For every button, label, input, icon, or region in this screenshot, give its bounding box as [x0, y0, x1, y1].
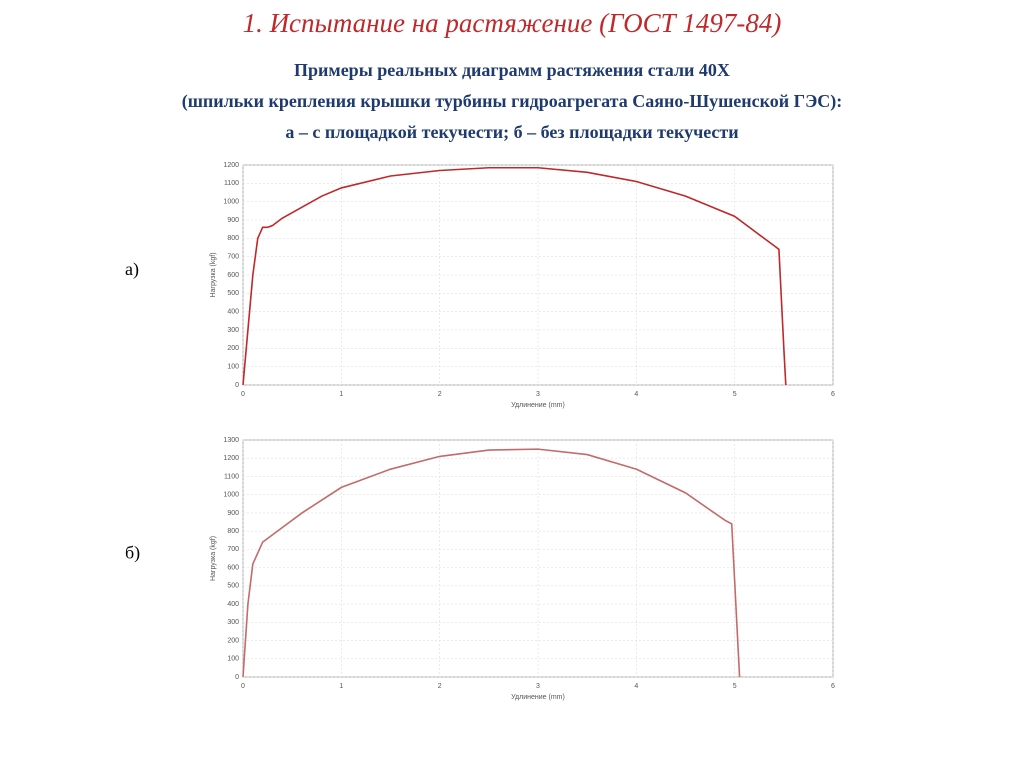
y-axis-label: Нагрузка (kgf) — [210, 252, 217, 297]
x-tick-label: 6 — [831, 391, 835, 398]
x-tick-label: 2 — [438, 391, 442, 398]
y-tick-label: 700 — [227, 546, 239, 553]
data-line — [242, 448, 741, 678]
y-tick-label: 200 — [227, 637, 239, 644]
y-tick-label: 1100 — [224, 180, 239, 187]
y-tick-label: 800 — [227, 528, 239, 535]
y-tick-label: 0 — [235, 674, 239, 681]
y-tick-label: 100 — [227, 364, 239, 371]
y-tick-label: 900 — [227, 217, 239, 224]
y-tick-label: 800 — [227, 235, 239, 242]
x-tick-label: 5 — [733, 391, 737, 398]
y-tick-label: 600 — [227, 272, 239, 279]
x-tick-label: 6 — [831, 683, 835, 690]
y-tick-label: 700 — [227, 254, 239, 261]
y-tick-label: 200 — [227, 345, 239, 352]
chart-label: а) — [125, 259, 139, 280]
subtitle: Примеры реальных диаграмм растяжения ста… — [294, 60, 730, 80]
x-axis-label: Удлинение (mm) — [511, 402, 565, 409]
x-tick-label: 5 — [733, 683, 737, 690]
x-tick-label: 1 — [339, 391, 343, 398]
x-tick-label: 2 — [438, 683, 442, 690]
y-tick-label: 900 — [227, 510, 239, 517]
y-tick-label: 400 — [227, 309, 239, 316]
x-tick-label: 4 — [634, 683, 638, 690]
subtitle: (шпильки крепления крышки турбины гидроа… — [182, 91, 843, 112]
y-tick-label: 100 — [227, 656, 239, 663]
x-tick-label: 4 — [634, 391, 638, 398]
y-tick-label: 1200 — [223, 162, 239, 169]
y-tick-label: 1300 — [223, 437, 239, 444]
y-tick-label: 0 — [235, 382, 239, 389]
x-tick-label: 0 — [241, 683, 245, 690]
chart-label: б) — [125, 543, 140, 564]
y-tick-label: 500 — [227, 583, 239, 590]
y-tick-label: 300 — [227, 327, 239, 334]
x-tick-label: 1 — [339, 683, 343, 690]
y-tick-label: 400 — [227, 601, 239, 608]
y-tick-label: 1000 — [223, 492, 239, 499]
x-tick-label: 3 — [536, 683, 540, 690]
x-tick-label: 3 — [536, 391, 540, 398]
data-line — [242, 166, 787, 386]
subtitle: а – с площадкой текучести; б – без площа… — [285, 122, 738, 142]
y-tick-label: 300 — [227, 619, 239, 626]
y-tick-label: 1000 — [223, 199, 239, 206]
x-axis-label: Удлинение (mm) — [511, 694, 565, 701]
y-tick-label: 500 — [227, 290, 239, 297]
x-tick-label: 0 — [241, 391, 245, 398]
y-axis-label: Нагрузка (kgf) — [210, 536, 217, 581]
y-tick-label: 1100 — [224, 473, 239, 480]
y-tick-label: 1200 — [223, 455, 239, 462]
y-tick-label: 600 — [227, 564, 239, 571]
slide-title: 1. Испытание на растяжение (ГОСТ 1497-84… — [243, 8, 782, 38]
